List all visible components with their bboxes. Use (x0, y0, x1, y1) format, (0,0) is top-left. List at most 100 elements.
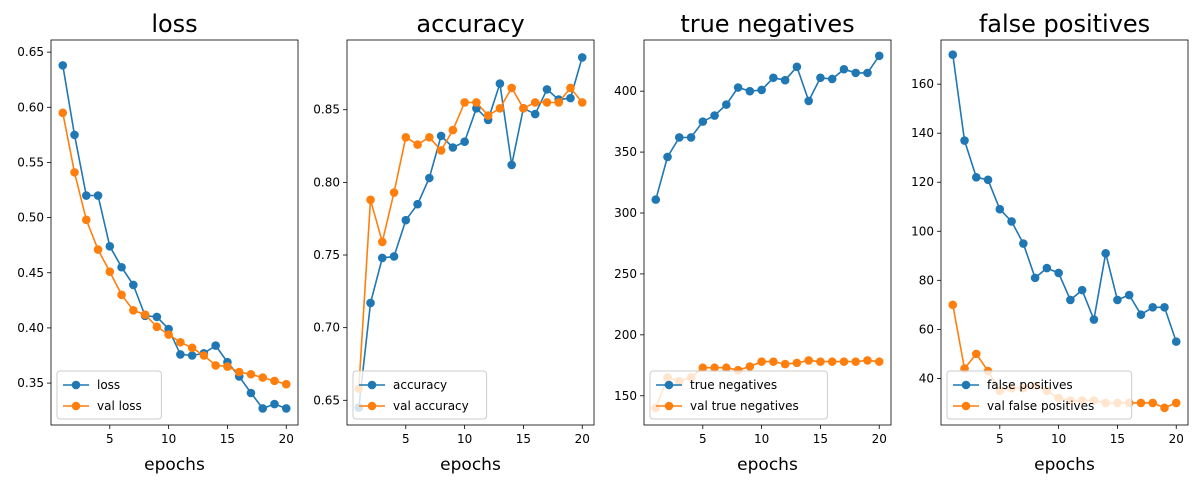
y-tick-label: 0.40 (17, 321, 44, 335)
data-point-true-negatives (874, 51, 884, 61)
legend: false positives val false positives (946, 370, 1133, 420)
legend-label-val-false-positives: val false positives (987, 399, 1094, 413)
x-tick-label: 20 (872, 432, 887, 446)
y-tick-label: 0.70 (313, 321, 340, 335)
data-point-loss (129, 280, 138, 290)
data-point-val-accuracy (530, 98, 540, 107)
legend-marker-true-negatives (664, 380, 674, 390)
data-point-val-accuracy (507, 83, 516, 93)
y-tick-label: 150 (614, 389, 637, 403)
panel-title: accuracy (416, 10, 524, 38)
x-axis-label: epochs (144, 455, 205, 475)
data-point-true-negatives (686, 133, 696, 142)
legend-label-loss: loss (97, 378, 120, 392)
data-point-val-true-negatives (780, 359, 790, 369)
data-point-false-positives (971, 173, 981, 182)
data-point-false-positives (1171, 337, 1181, 346)
data-point-val-true-negatives (745, 362, 755, 371)
data-point-accuracy (377, 253, 387, 263)
panel-true-negatives: true negatives 5 10 15 20 150 200 250 300 350 400 e… (614, 10, 892, 475)
data-point-val-loss (164, 330, 173, 339)
y-tick-label: 100 (911, 224, 934, 238)
data-point-val-true-negatives (827, 357, 837, 366)
data-point-val-loss (246, 369, 256, 379)
data-point-loss (152, 312, 162, 322)
legend-box (946, 370, 1133, 420)
data-point-val-accuracy (366, 195, 375, 205)
x-axis-label: epochs (1034, 455, 1095, 475)
legend-label-accuracy: accuracy (393, 378, 447, 392)
x-tick-label: 20 (279, 432, 294, 446)
y-tick-label: 300 (614, 206, 637, 220)
y-tick-label: 40 (919, 371, 934, 385)
data-point-val-true-negatives (816, 357, 825, 366)
data-point-true-negatives (710, 111, 719, 120)
data-point-accuracy (413, 199, 422, 209)
data-point-accuracy (495, 79, 505, 88)
data-point-val-accuracy (425, 133, 434, 142)
data-point-val-loss (199, 351, 209, 360)
legend-marker-false-positives (961, 380, 971, 390)
data-point-val-false-positives (1171, 398, 1181, 408)
legend-marker-val-false-positives (961, 401, 971, 411)
data-point-val-loss (81, 215, 91, 225)
data-point-val-loss (270, 376, 279, 386)
data-point-val-loss (187, 343, 197, 353)
data-point-false-positives (1113, 295, 1122, 305)
legend-marker-val-loss (71, 401, 81, 411)
legend-box (649, 370, 828, 420)
data-point-val-accuracy (519, 103, 528, 113)
data-point-val-accuracy (554, 98, 564, 107)
data-point-val-loss (223, 362, 232, 371)
y-tick-label: 0.60 (17, 100, 44, 114)
data-point-accuracy (389, 252, 399, 261)
data-point-val-accuracy (577, 98, 587, 107)
data-point-val-false-positives (1160, 403, 1169, 413)
y-tick-label: 400 (614, 84, 637, 98)
data-point-val-true-negatives (710, 363, 719, 373)
data-point-true-negatives (780, 75, 790, 85)
y-tick-label: 0.80 (313, 175, 340, 189)
y-tick-label: 160 (911, 77, 934, 91)
data-point-val-loss (281, 379, 291, 389)
legend-label-val-true-negatives: val true negatives (690, 399, 799, 413)
legend-label-val-accuracy: val accuracy (393, 399, 469, 413)
y-tick-label: 200 (614, 328, 637, 342)
legend-label-val-loss: val loss (97, 399, 142, 413)
axes-frame (346, 39, 595, 426)
data-point-accuracy (507, 160, 516, 170)
data-point-false-positives (1136, 310, 1146, 319)
data-point-loss (58, 61, 68, 70)
data-point-val-accuracy (401, 133, 411, 142)
data-point-loss (270, 399, 279, 409)
data-point-val-accuracy (566, 83, 575, 93)
data-point-accuracy (460, 137, 469, 146)
data-point-val-loss (176, 337, 185, 347)
data-point-false-positives (1066, 295, 1075, 305)
series-line-false-positives (952, 54, 1177, 342)
x-tick-label: 15 (813, 432, 828, 446)
data-point-false-positives (1124, 290, 1134, 300)
data-point-val-loss (58, 108, 68, 118)
data-point-true-negatives (745, 86, 755, 96)
data-point-accuracy (366, 298, 375, 308)
y-tick-label: 0.85 (313, 103, 340, 117)
data-point-true-negatives (674, 133, 684, 142)
y-tick-label: 0.45 (17, 266, 44, 280)
x-axis-label: epochs (440, 455, 501, 475)
data-point-false-positives (1077, 285, 1087, 295)
data-point-accuracy (566, 93, 575, 103)
data-point-accuracy (436, 131, 446, 141)
data-point-val-accuracy (436, 146, 446, 155)
legend-marker-loss (71, 380, 81, 390)
data-point-val-accuracy (448, 125, 458, 135)
legend: accuracy val accuracy (352, 370, 488, 420)
data-point-val-accuracy (413, 140, 422, 149)
data-point-accuracy (530, 109, 540, 119)
data-point-accuracy (401, 215, 411, 225)
data-point-val-loss (129, 305, 138, 315)
legend-box (56, 370, 162, 420)
y-tick-label: 80 (919, 273, 934, 287)
axes-frame (940, 39, 1189, 426)
